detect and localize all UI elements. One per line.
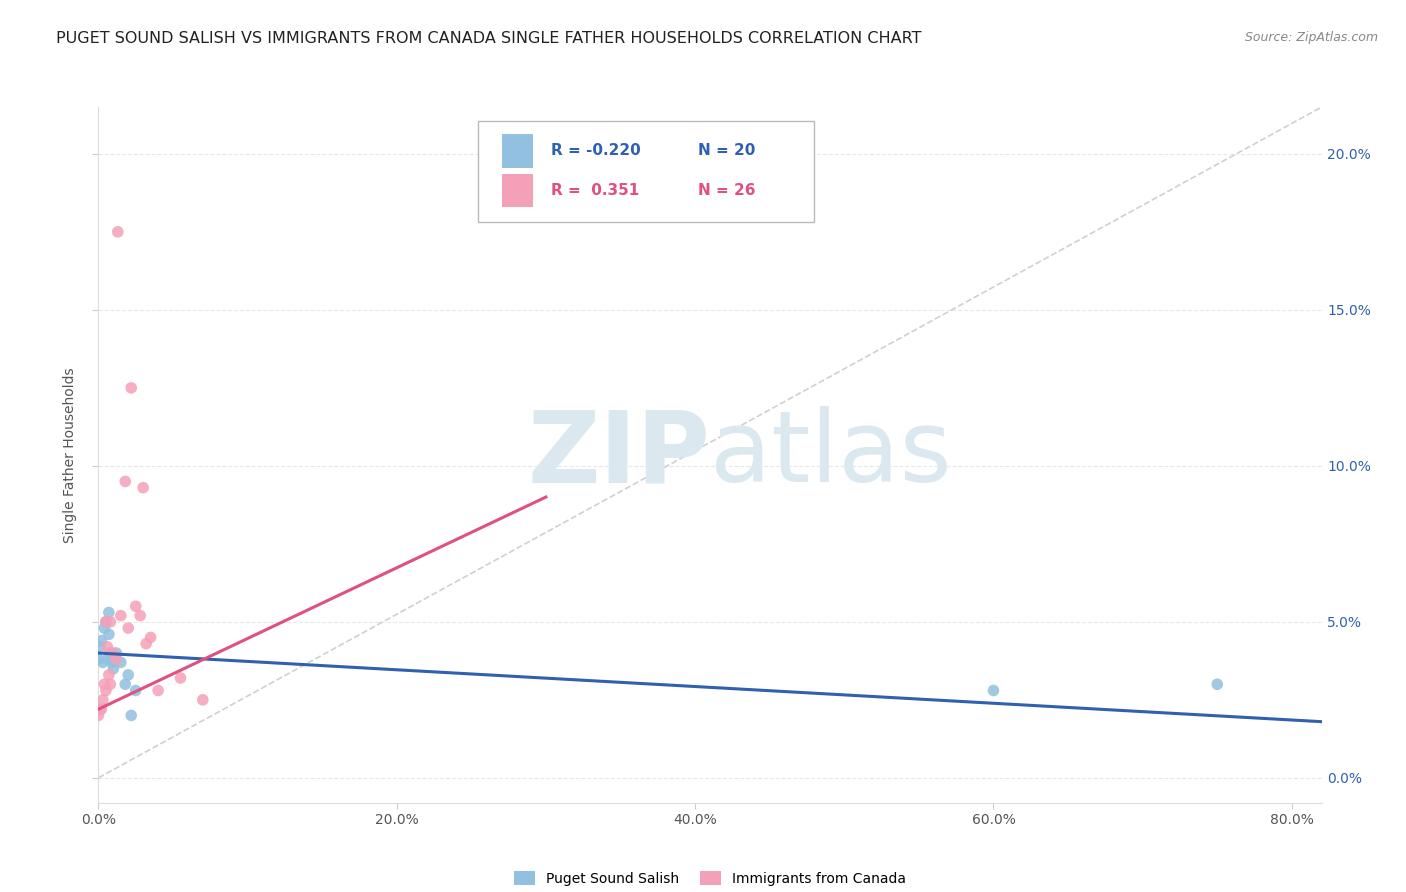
Point <box>101 656 124 670</box>
Point <box>105 646 128 660</box>
Point <box>93 621 115 635</box>
Point <box>120 708 142 723</box>
Point <box>90 633 112 648</box>
Point <box>114 475 136 489</box>
Text: ZIP: ZIP <box>527 407 710 503</box>
Point <box>96 640 118 654</box>
Point <box>98 646 121 660</box>
FancyBboxPatch shape <box>502 174 533 207</box>
Point <box>89 702 111 716</box>
Point <box>110 656 132 670</box>
Point <box>1206 677 1229 691</box>
FancyBboxPatch shape <box>478 121 814 222</box>
Text: Source: ZipAtlas.com: Source: ZipAtlas.com <box>1244 31 1378 45</box>
Point <box>97 606 120 620</box>
Text: PUGET SOUND SALISH VS IMMIGRANTS FROM CANADA SINGLE FATHER HOUSEHOLDS CORRELATIO: PUGET SOUND SALISH VS IMMIGRANTS FROM CA… <box>56 31 922 46</box>
Point <box>117 668 139 682</box>
Point <box>91 693 114 707</box>
Point <box>97 627 120 641</box>
Text: R = -0.220: R = -0.220 <box>551 144 641 159</box>
Y-axis label: Single Father Households: Single Father Households <box>63 368 77 542</box>
Legend: Puget Sound Salish, Immigrants from Canada: Puget Sound Salish, Immigrants from Cana… <box>509 865 911 891</box>
Point <box>125 683 148 698</box>
Point <box>105 652 128 666</box>
Point <box>98 677 121 691</box>
Point <box>146 683 169 698</box>
Point <box>132 481 155 495</box>
Point <box>169 671 191 685</box>
Point <box>110 608 132 623</box>
Point <box>135 637 157 651</box>
Text: atlas: atlas <box>710 407 952 503</box>
Point <box>120 381 142 395</box>
Point <box>191 693 214 707</box>
Point <box>87 652 110 666</box>
Point <box>87 708 110 723</box>
Point <box>103 646 125 660</box>
Point <box>94 683 117 698</box>
Point <box>114 677 136 691</box>
Point <box>103 662 125 676</box>
Point <box>117 621 139 635</box>
Text: N = 20: N = 20 <box>697 144 755 159</box>
Point <box>125 599 148 614</box>
Point <box>107 225 129 239</box>
Point <box>91 656 114 670</box>
Point <box>93 677 115 691</box>
Point <box>96 652 118 666</box>
Point <box>983 683 1005 698</box>
Point <box>89 640 111 654</box>
FancyBboxPatch shape <box>502 134 533 168</box>
Point <box>129 608 152 623</box>
Point <box>97 668 120 682</box>
Point <box>90 702 112 716</box>
Text: N = 26: N = 26 <box>697 183 755 198</box>
Text: R =  0.351: R = 0.351 <box>551 183 640 198</box>
Point <box>139 631 162 645</box>
Point <box>94 615 117 629</box>
Point <box>98 615 121 629</box>
Point <box>94 615 117 629</box>
